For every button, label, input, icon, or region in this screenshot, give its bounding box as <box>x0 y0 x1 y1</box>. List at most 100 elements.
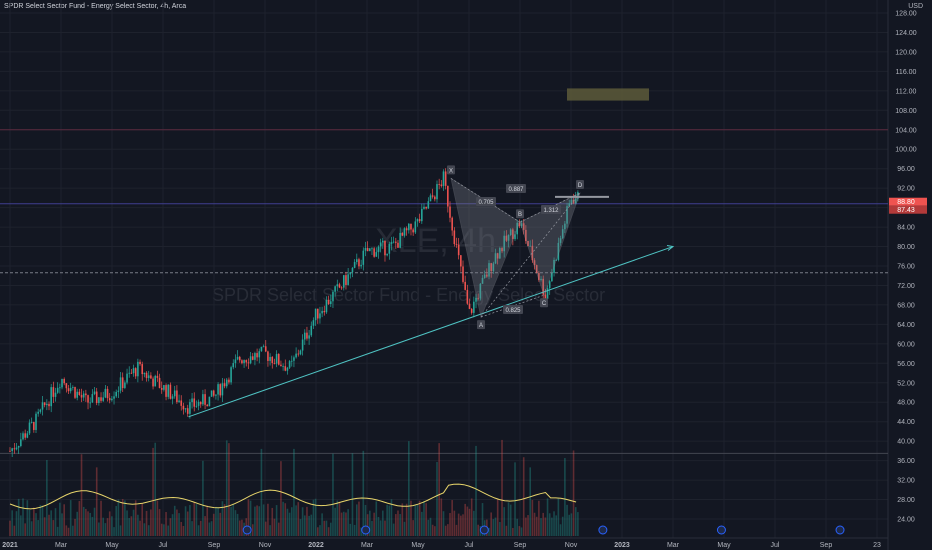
candle-body <box>342 275 345 288</box>
volume-bar <box>154 442 157 536</box>
volume-bar <box>191 521 193 536</box>
candle-body <box>353 262 356 268</box>
candle-body <box>429 195 432 202</box>
event-marker-icon <box>598 525 608 535</box>
volume-bar <box>232 503 235 536</box>
x-tick-label: Nov <box>565 542 578 549</box>
candle-body <box>217 384 219 395</box>
candle-body <box>35 413 37 430</box>
candle-body <box>384 240 386 256</box>
volume-bar <box>416 504 419 536</box>
volume-bar <box>210 521 213 536</box>
volume-bar <box>466 506 469 536</box>
candle-body <box>182 405 185 410</box>
volume-bar <box>423 501 425 536</box>
candle-body <box>505 235 508 241</box>
volume-bar <box>490 512 492 536</box>
candle-body <box>501 248 503 252</box>
volume-bar <box>199 520 202 536</box>
candle-body <box>527 240 529 247</box>
candle-body <box>204 394 206 405</box>
volume-bar <box>319 525 321 536</box>
candle-body <box>225 379 228 387</box>
candle-body <box>464 281 466 290</box>
pattern-ratio-label: 0.887 <box>508 187 524 193</box>
pattern-point-label: X <box>449 168 453 174</box>
volume-bar <box>20 515 22 536</box>
volume-bar <box>258 506 261 536</box>
volume-bar <box>93 507 96 536</box>
candle-body <box>531 245 534 261</box>
candle-body <box>479 283 482 299</box>
candle-body <box>206 404 209 407</box>
candle-body <box>559 238 562 243</box>
candle-body <box>245 360 248 363</box>
candle-body <box>98 397 100 404</box>
volume-bar <box>56 526 59 536</box>
candle-body <box>522 223 525 230</box>
candle-body <box>364 247 367 251</box>
last-price-badge <box>889 197 927 206</box>
volume-bar <box>449 513 451 536</box>
candle-body <box>267 351 269 361</box>
candle-body <box>173 390 176 397</box>
candle-body <box>512 229 514 240</box>
volume-bar <box>473 510 475 536</box>
pattern-point-badge <box>516 209 524 219</box>
volume-bar <box>342 511 345 536</box>
volume-bar <box>160 523 163 536</box>
volume-bar <box>553 511 555 536</box>
volume-bar <box>444 525 447 536</box>
candle-body <box>269 356 271 361</box>
candle-body <box>395 241 397 243</box>
volume-bar <box>468 508 471 536</box>
volume-bar <box>54 508 57 536</box>
candle-body <box>163 385 165 390</box>
candle-body <box>416 219 419 222</box>
volume-bar <box>50 510 52 536</box>
pattern-point-badge <box>477 320 485 330</box>
candle-body <box>191 398 193 403</box>
volume-bar <box>17 498 20 536</box>
candle-body <box>171 396 174 399</box>
candle-body <box>293 357 295 361</box>
candle-body <box>238 356 241 361</box>
volume-bar <box>264 521 267 536</box>
volume-bar <box>360 527 362 536</box>
y-tick-label: 124.00 <box>895 30 917 37</box>
pattern-point-label: C <box>542 301 547 307</box>
candle-body <box>399 232 401 248</box>
harmonic-ad-line <box>480 192 581 318</box>
volume-bar <box>78 501 81 536</box>
candle-body <box>241 360 243 364</box>
candle-body <box>26 433 29 438</box>
volume-bar <box>111 516 113 536</box>
volume-bar <box>215 506 217 536</box>
volume-bar <box>499 521 501 536</box>
candle-body <box>535 265 538 274</box>
volume-bar <box>561 516 564 536</box>
candle-body <box>82 393 85 398</box>
candle-body <box>199 401 202 405</box>
volume-bar <box>418 500 421 536</box>
candle-body <box>234 359 237 364</box>
candle-body <box>299 350 302 355</box>
candle-body <box>243 360 245 364</box>
volume-bar <box>126 510 128 536</box>
candle-body <box>152 378 154 387</box>
candle-body <box>89 402 91 404</box>
volume-bar <box>28 509 31 536</box>
volume-bar <box>22 498 24 536</box>
volume-bar <box>69 500 72 536</box>
candle-body <box>438 184 440 185</box>
x-tick-label: May <box>411 542 425 549</box>
volume-bar <box>277 522 280 536</box>
candle-body <box>189 402 191 414</box>
candle-body <box>117 390 120 392</box>
candle-body <box>184 408 187 410</box>
volume-bar <box>405 503 408 536</box>
volume-bar <box>570 513 573 536</box>
volume-bar <box>386 504 388 536</box>
candle-body <box>154 375 157 387</box>
